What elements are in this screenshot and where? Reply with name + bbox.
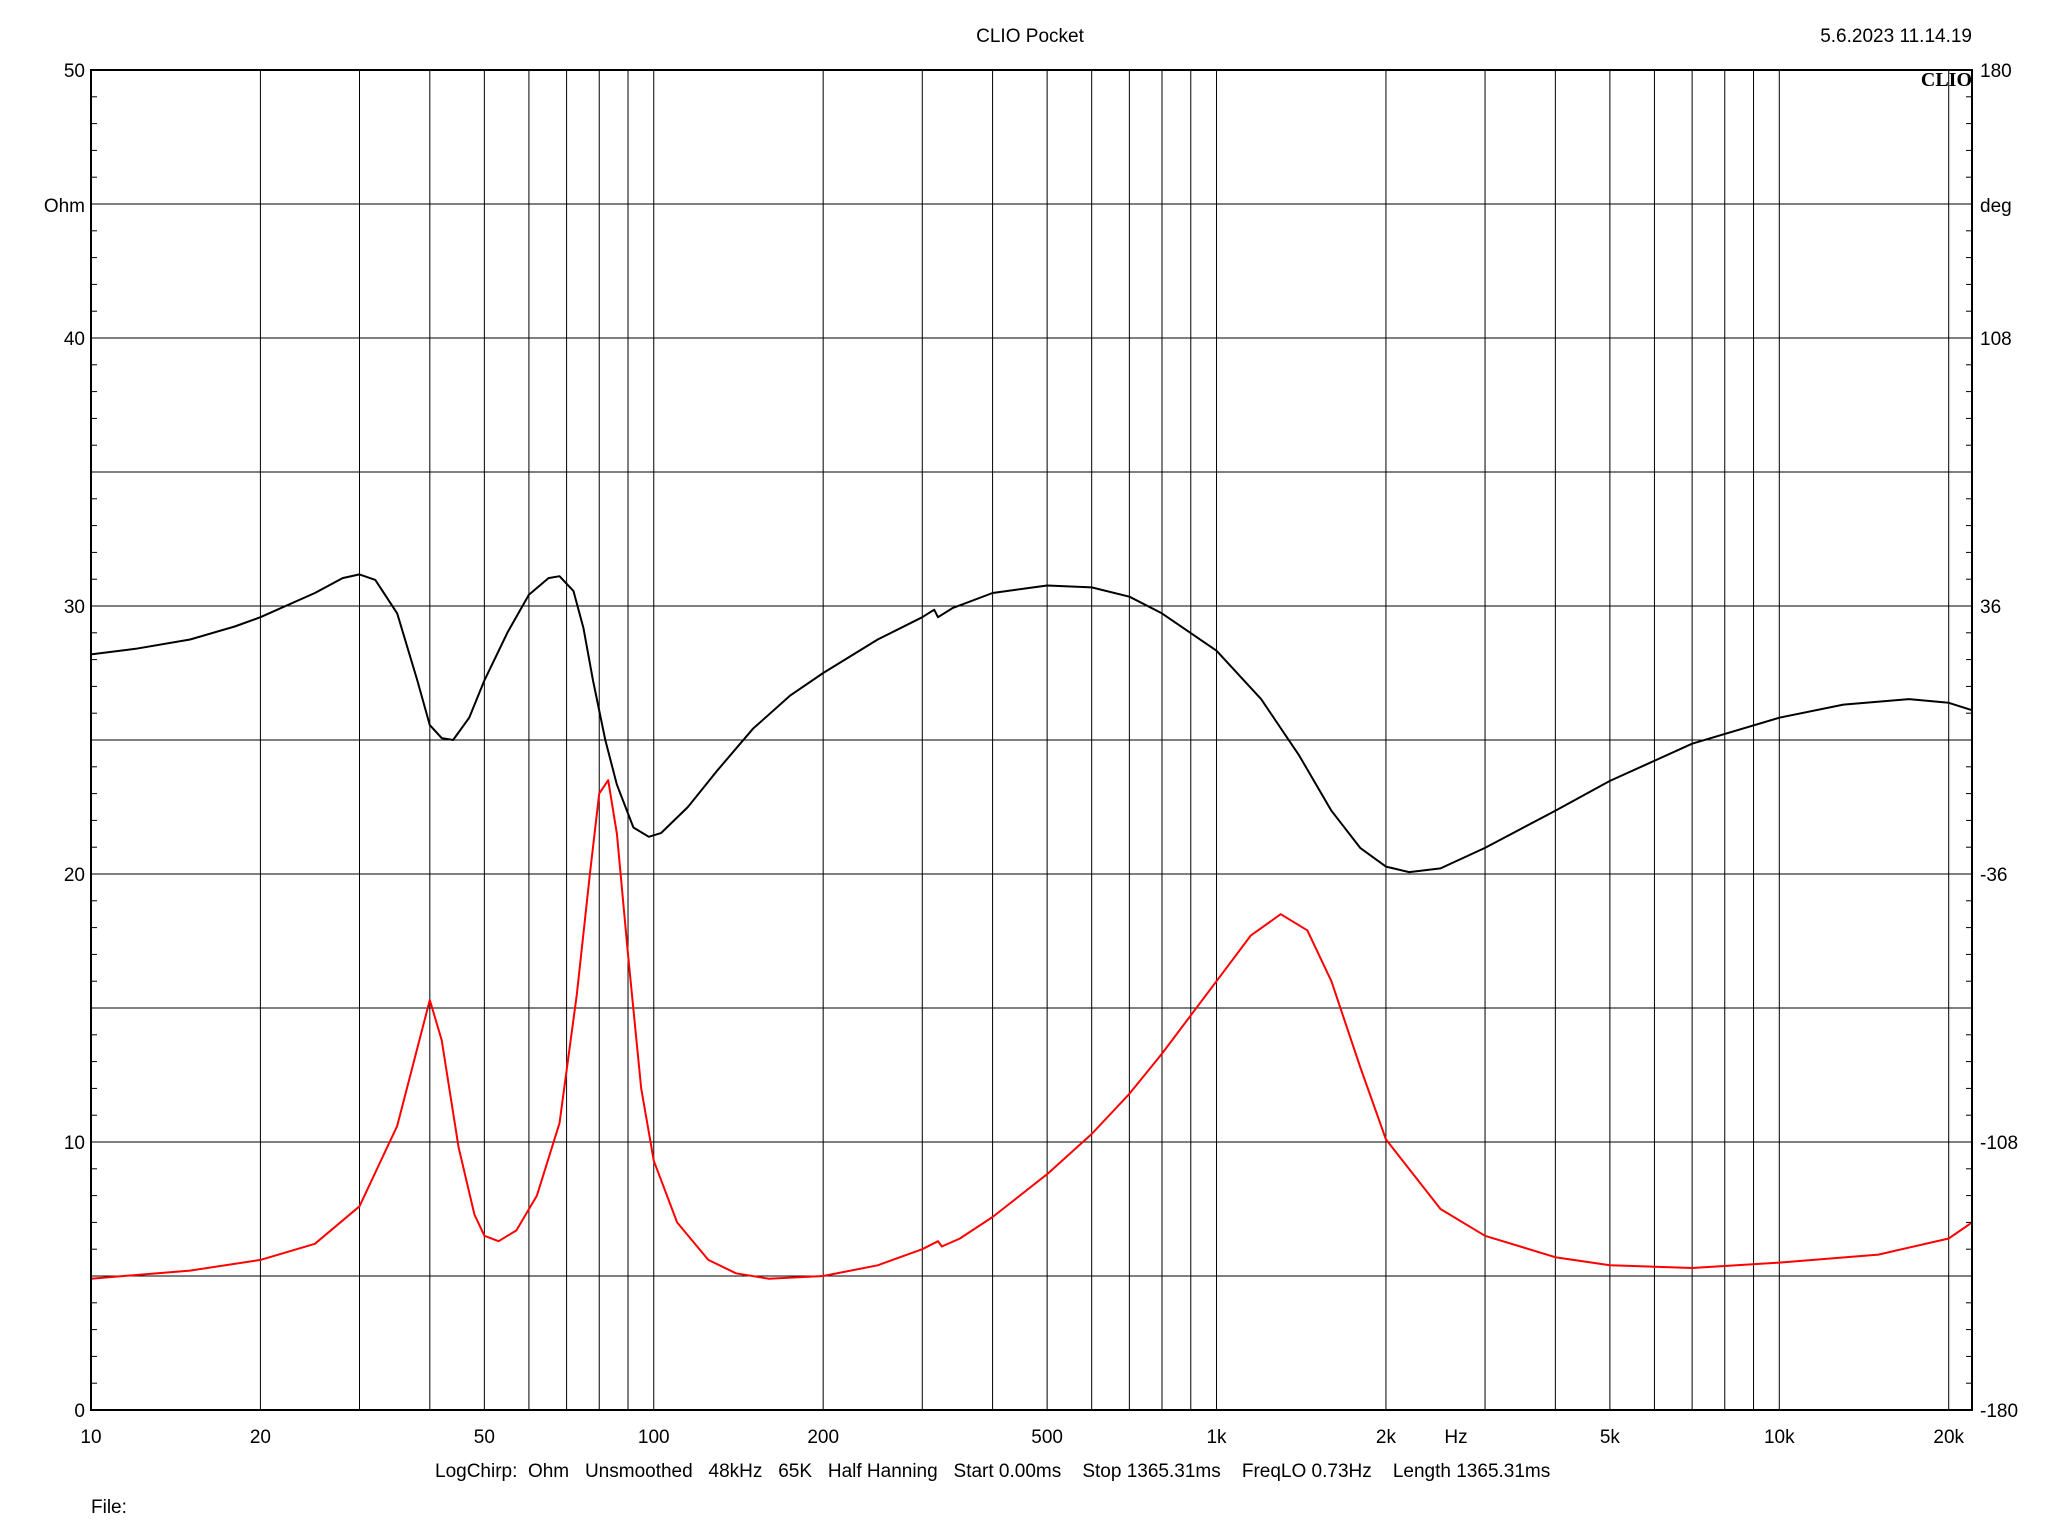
x-axis-unit-label: Hz — [1444, 1427, 1467, 1448]
data-series — [90, 573, 1973, 1280]
left-tick-label: 20 — [64, 865, 85, 886]
x-tick-label: 20 — [250, 1427, 271, 1448]
right-tick-label: -180 — [1980, 1401, 2018, 1422]
x-tick-label: 500 — [1031, 1427, 1063, 1448]
measurement-settings: LogChirp: Ohm Unsmoothed 48kHz 65K Half … — [435, 1461, 1550, 1482]
left-tick-label: 50 — [64, 61, 85, 82]
right-tick-label: 108 — [1980, 329, 2012, 350]
x-tick-label: 10k — [1764, 1427, 1795, 1448]
axis-ticks — [91, 69, 1972, 1411]
chart-title: CLIO Pocket — [976, 26, 1084, 47]
x-tick-label: 100 — [638, 1427, 670, 1448]
right-tick-label: -108 — [1980, 1133, 2018, 1154]
axis-labels: 10 20 50 100 200 500 1k 2k 5k 10k 20k 0 10 20 30 40 50 -1… — [64, 61, 2018, 1448]
impedance-curve — [90, 779, 1973, 1280]
left-tick-label: 30 — [64, 597, 85, 618]
left-axis-unit-label: Ohm — [44, 196, 85, 217]
left-tick-label: 0 — [74, 1401, 85, 1422]
x-tick-label: 20k — [1933, 1427, 1964, 1448]
right-axis-unit-label: deg — [1980, 196, 2012, 217]
x-tick-label: 200 — [807, 1427, 839, 1448]
right-tick-label: 180 — [1980, 61, 2012, 82]
x-tick-label: 10 — [80, 1427, 101, 1448]
x-tick-label: 5k — [1600, 1427, 1621, 1448]
grid-lines — [90, 69, 1972, 1411]
right-tick-label: 36 — [1980, 597, 2001, 618]
timestamp: 5.6.2023 11.14.19 — [1820, 26, 1972, 47]
phase-curve — [90, 573, 1973, 874]
x-tick-label: 1k — [1206, 1427, 1227, 1448]
x-tick-label: 2k — [1376, 1427, 1397, 1448]
left-tick-label: 40 — [64, 329, 85, 350]
clio-logo: CLIO — [1921, 69, 1972, 91]
file-label: File: — [91, 1497, 127, 1518]
right-tick-label: -36 — [1980, 865, 2007, 886]
left-tick-label: 10 — [64, 1133, 85, 1154]
x-tick-label: 50 — [474, 1427, 495, 1448]
